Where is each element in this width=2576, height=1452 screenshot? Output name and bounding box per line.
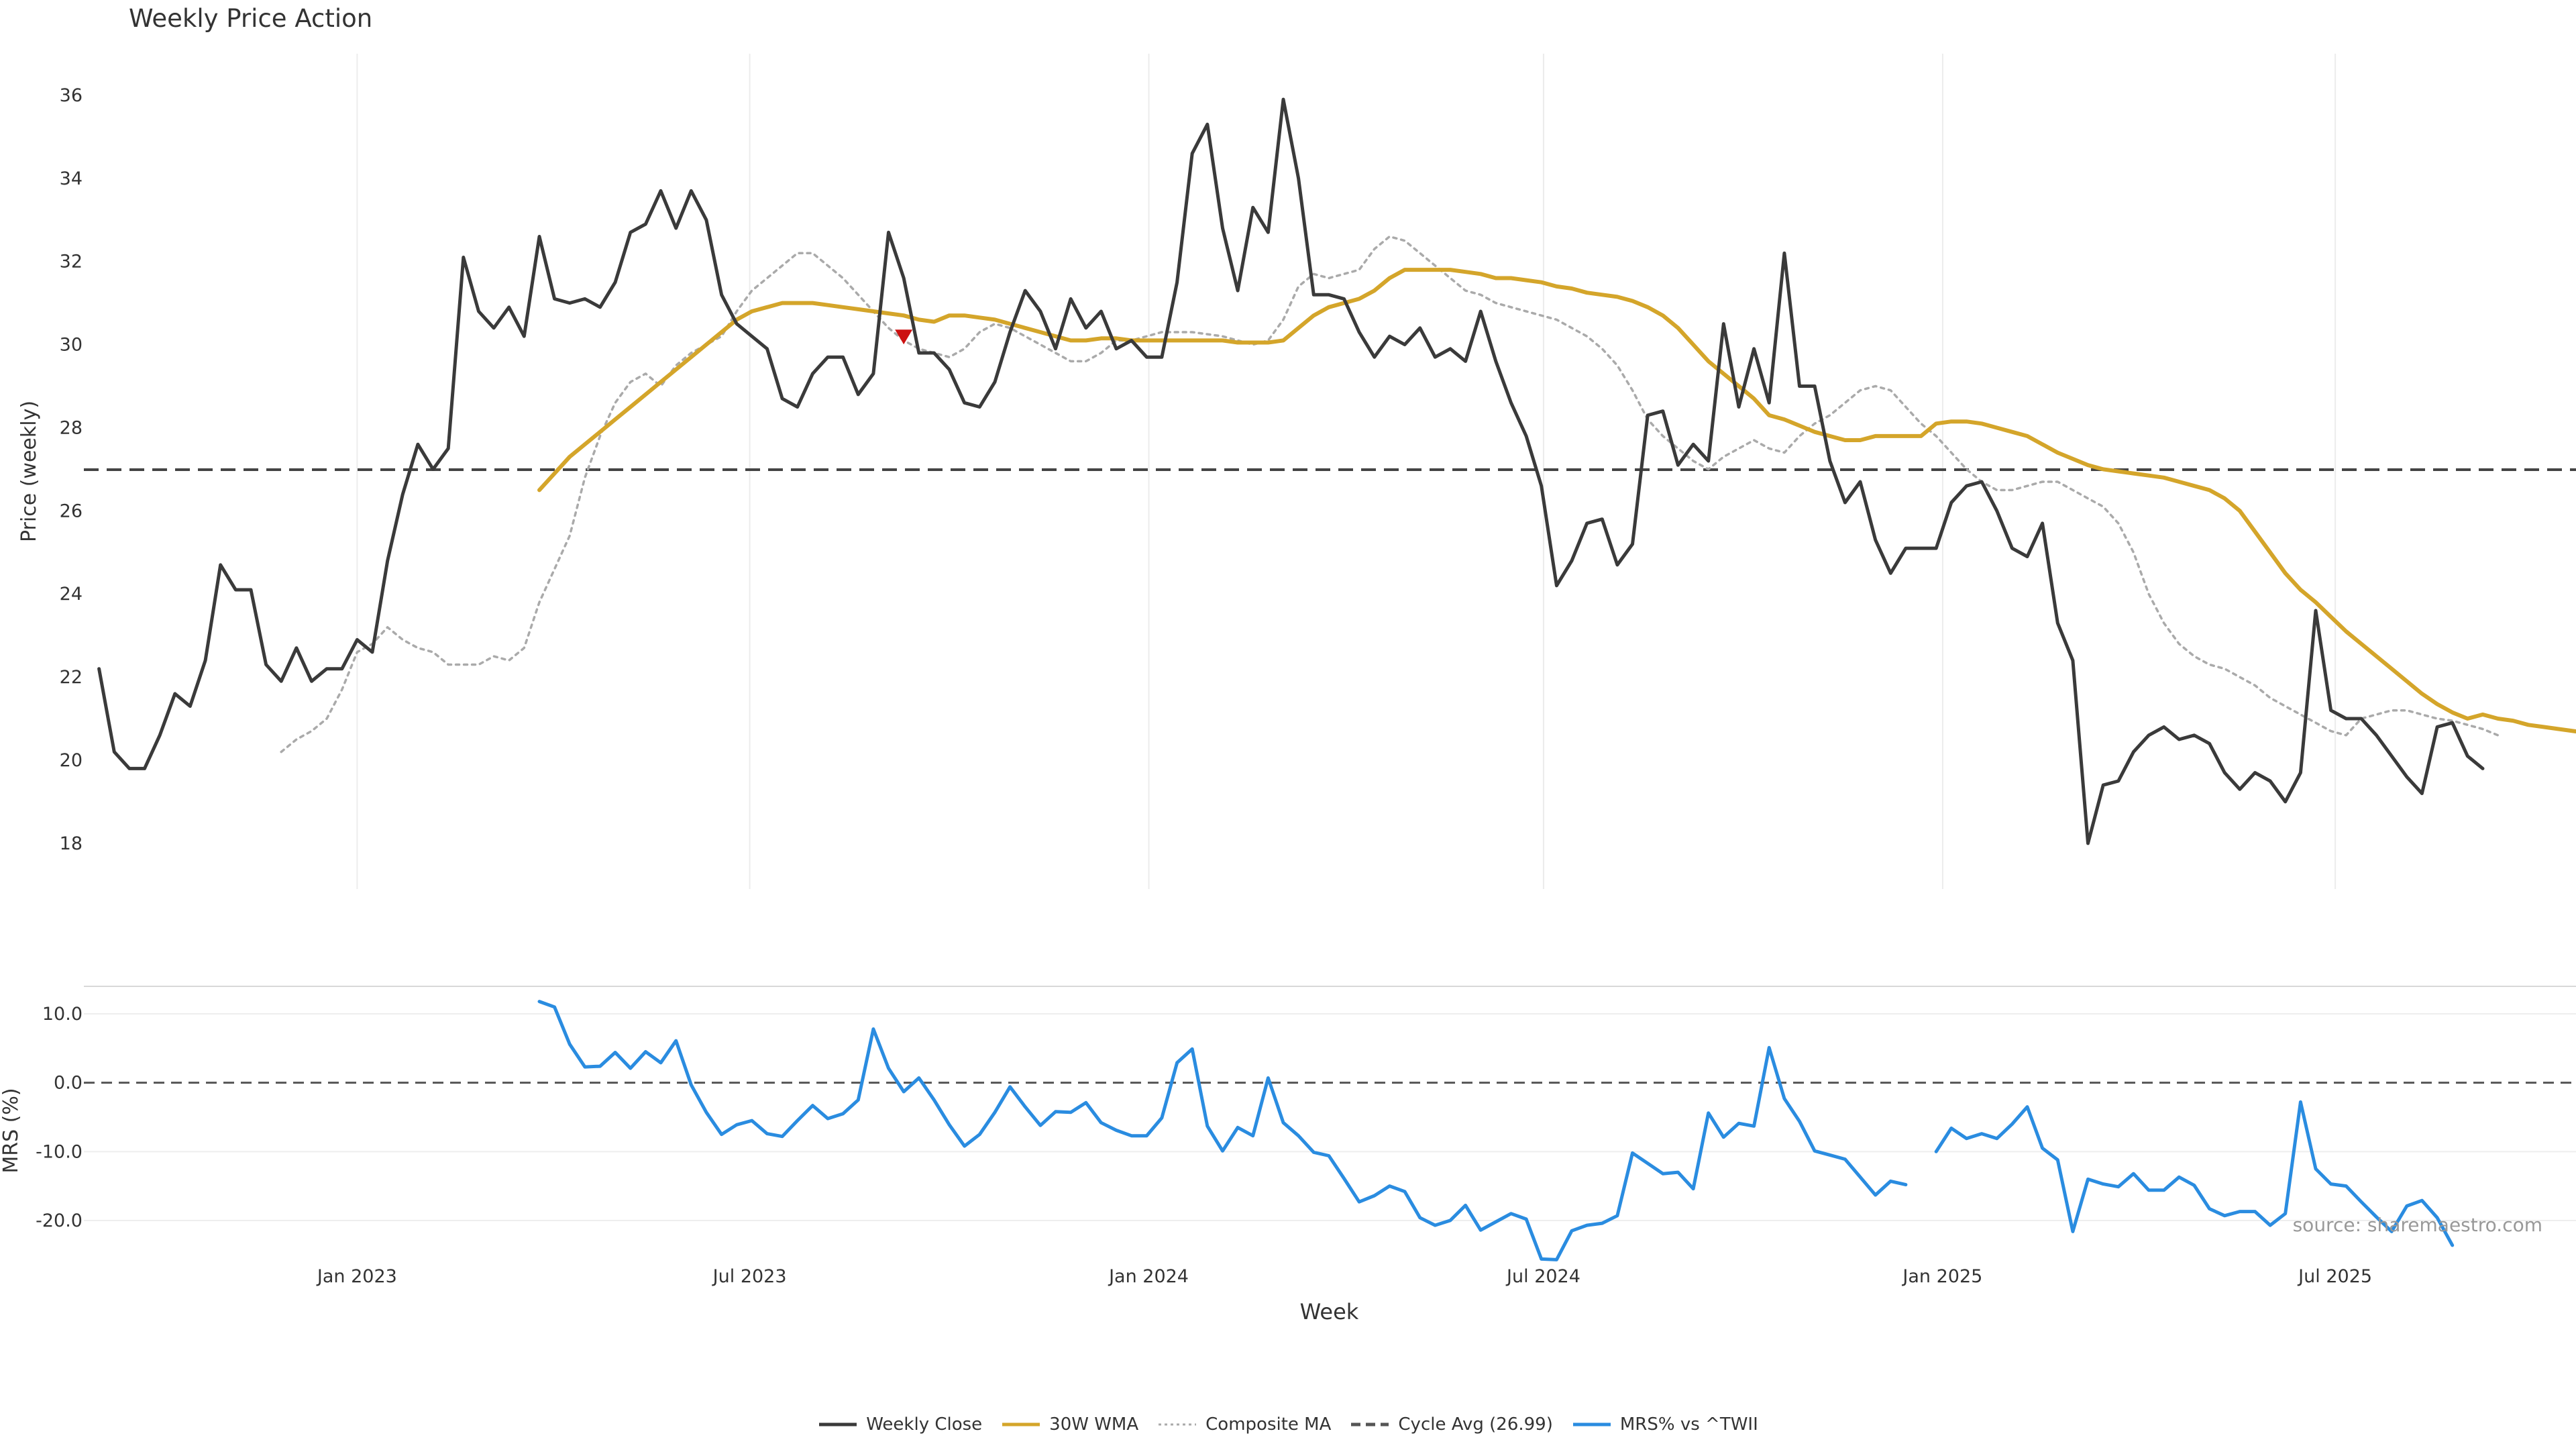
legend-swatch [1159,1423,1197,1426]
x-tick-label: Jul 2023 [712,1266,787,1287]
x-tick-label: Jan 2024 [1108,1266,1189,1287]
price-y-tick-label: 20 [60,750,83,771]
price-y-tick-label: 26 [60,501,83,521]
x-tick-label: Jan 2025 [1901,1266,1982,1287]
price-y-tick-label: 22 [60,667,83,688]
legend-label: Composite MA [1205,1414,1332,1435]
legend-swatch [819,1422,857,1427]
price-y-tick-label: 34 [60,168,83,189]
price-y-tick-label: 24 [60,584,83,605]
legend-item: Cycle Avg (26.99) [1350,1414,1553,1435]
mrs-line [1934,1100,2455,1247]
price-y-tick-label: 18 [60,833,83,854]
x-tick-label: Jan 2023 [316,1266,397,1287]
weekly-close-line [97,97,2485,845]
legend-swatch [1572,1422,1611,1427]
price-y-tick-label: 32 [60,252,83,272]
x-axis-label: Week [1300,1299,1359,1325]
wma-30w-line [537,268,2576,734]
price-y-tick-label: 28 [60,417,83,438]
mrs-y-tick-label: -10.0 [36,1141,83,1162]
x-tick-label: Jul 2024 [1505,1266,1580,1287]
mrs-y-tick-label: 0.0 [54,1073,83,1094]
composite-ma-line [280,235,2500,754]
mrs-y-tick-label: -20.0 [36,1210,83,1231]
mrs-line [537,1000,1908,1261]
legend-item: Weekly Close [818,1414,982,1435]
x-tick-label: Jul 2025 [2297,1266,2372,1287]
legend-label: MRS% vs ^TWII [1619,1414,1758,1435]
source-annotation: source: sharemaestro.com [2293,1214,2542,1236]
legend-label: Cycle Avg (26.99) [1398,1414,1553,1435]
signal-marker-icon [895,329,913,345]
legend-swatch [1351,1422,1389,1427]
legend-label: Weekly Close [866,1414,983,1435]
legend-item: Composite MA [1157,1414,1331,1435]
chart-legend: Weekly Close 30W WMA Composite MA Cycle Avg… [0,1414,2576,1435]
price-y-tick-label: 36 [60,85,83,106]
chart-title: Weekly Price Action [129,4,373,33]
mrs-y-axis-label: MRS (%) [0,1088,23,1173]
price-y-tick-label: 30 [60,335,83,356]
price-y-axis-label: Price (weekly) [17,401,41,542]
legend-swatch [1002,1422,1040,1427]
mrs-y-tick-label: 10.0 [42,1004,83,1025]
legend-label: 30W WMA [1049,1414,1139,1435]
legend-item: MRS% vs ^TWII [1572,1414,1758,1435]
legend-item: 30W WMA [1001,1414,1138,1435]
